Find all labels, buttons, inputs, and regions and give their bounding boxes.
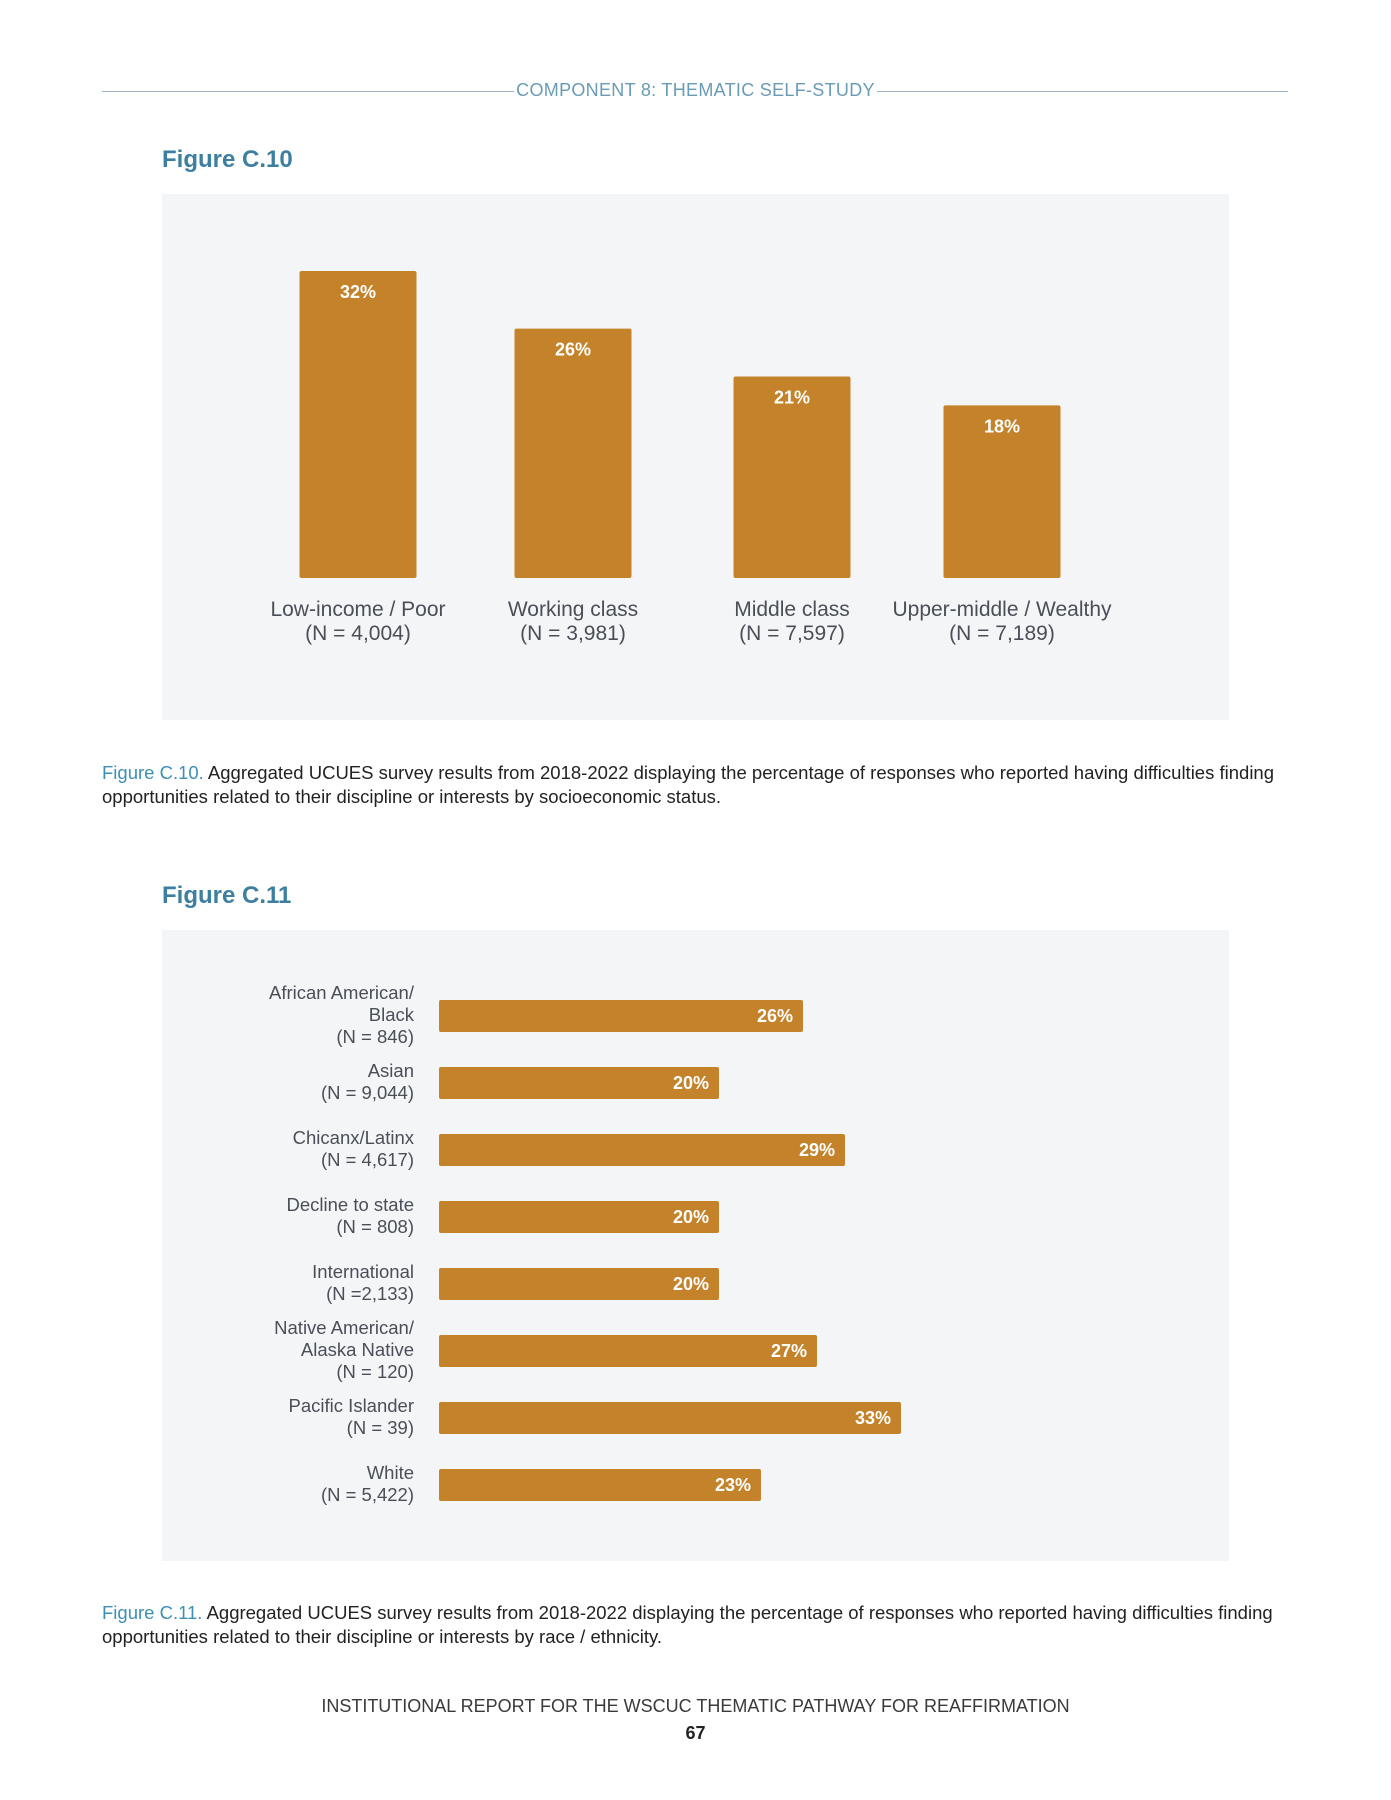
bar-c11-value-label: 20% — [673, 1207, 709, 1227]
figure-c10-caption-lead: Figure C.10. — [102, 762, 204, 783]
figure-c11-caption-text: Aggregated UCUES survey results from 201… — [102, 1602, 1273, 1647]
figure-c11-chart-panel: 26% African American/Black (N = 846) 20% Asi… — [162, 930, 1229, 1561]
category-label-c11: White — [367, 1462, 414, 1483]
header-rule-left — [102, 91, 514, 92]
bar-c11 — [439, 1268, 719, 1300]
category-label-c10: Middle class — [734, 598, 850, 621]
category-label-c11: (N = 846) — [336, 1026, 414, 1047]
figure-c11-caption: Figure C.11. Aggregated UCUES survey res… — [102, 1601, 1292, 1649]
bar-c10 — [514, 328, 632, 578]
bar-c10-value-label: 32% — [340, 282, 376, 302]
bar-c10-value-label: 18% — [984, 416, 1020, 436]
figure-c11-caption-lead: Figure C.11. — [102, 1602, 203, 1623]
category-label-c11: Decline to state — [286, 1194, 414, 1215]
figure-c10-chart-panel: 32% Low-income / Poor (N = 4,004) 26% Workin… — [162, 194, 1229, 720]
category-label-c11: (N = 5,422) — [321, 1484, 414, 1505]
bar-c10 — [299, 271, 417, 578]
category-label-c11: Pacific Islander — [289, 1395, 414, 1416]
category-label-c11: Native American/ — [274, 1317, 415, 1338]
bar-c11 — [439, 1402, 901, 1434]
bar-c11 — [439, 1000, 803, 1032]
category-label-c11: (N =2,133) — [326, 1283, 414, 1304]
category-label-c11: Asian — [368, 1060, 414, 1081]
bar-c11-value-label: 27% — [771, 1341, 807, 1361]
figure-c11-bar-chart: 26% African American/Black(N = 846) 20% Asi… — [269, 982, 901, 1505]
bar-c10-value-label: 21% — [774, 388, 810, 408]
category-label-c10: (N = 4,004) — [305, 622, 411, 645]
category-label-c11: (N = 120) — [336, 1361, 414, 1382]
category-label-c10: (N = 7,597) — [739, 622, 845, 645]
bar-c11-value-label: 20% — [673, 1274, 709, 1294]
bar-c11-value-label: 33% — [855, 1408, 891, 1428]
figure-c10-title: Figure C.10 — [162, 146, 293, 173]
category-label-c11: Alaska Native — [301, 1339, 414, 1360]
category-label-c10: Upper-middle / Wealthy — [892, 598, 1112, 621]
category-label-c11: (N = 808) — [336, 1216, 414, 1237]
bar-c11-value-label: 26% — [757, 1006, 793, 1026]
bar-c10 — [943, 405, 1061, 578]
category-label-c10: Working class — [508, 598, 638, 621]
category-label-c11: (N = 9,044) — [321, 1082, 414, 1103]
category-label-c11: International — [312, 1261, 414, 1282]
bar-c11 — [439, 1201, 719, 1233]
bar-c10 — [733, 376, 851, 578]
figure-c11-title: Figure C.11 — [162, 882, 292, 909]
bar-c11 — [439, 1335, 817, 1367]
bar-c10-value-label: 26% — [555, 340, 591, 360]
category-label-c10: (N = 7,189) — [949, 622, 1055, 645]
header-rule-right — [877, 91, 1288, 92]
bar-c11 — [439, 1469, 761, 1501]
category-label-c11: Black — [369, 1004, 415, 1025]
bar-c11-value-label: 23% — [715, 1475, 751, 1495]
bar-c11 — [439, 1067, 719, 1099]
category-label-c11: (N = 39) — [347, 1417, 414, 1438]
category-label-c11: African American/ — [269, 982, 415, 1003]
bar-c11-value-label: 29% — [799, 1140, 835, 1160]
figure-c10-caption-text: Aggregated UCUES survey results from 201… — [102, 762, 1275, 807]
page-number: 67 — [685, 1723, 706, 1743]
category-label-c10: Low-income / Poor — [270, 598, 445, 621]
running-footer: INSTITUTIONAL REPORT FOR THE WSCUC THEMA… — [321, 1696, 1070, 1716]
category-label-c11: (N = 4,617) — [321, 1149, 414, 1170]
figure-c10-bar-chart: 32% Low-income / Poor(N = 4,004) 26% Workin… — [270, 271, 1112, 645]
category-label-c11: Chicanx/Latinx — [293, 1127, 415, 1148]
figure-c10-caption: Figure C.10. Aggregated UCUES survey res… — [102, 761, 1292, 809]
category-label-c10: (N = 3,981) — [520, 622, 626, 645]
bar-c11-value-label: 20% — [673, 1073, 709, 1093]
bar-c11 — [439, 1134, 845, 1166]
running-header: COMPONENT 8: THEMATIC SELF-STUDY — [516, 80, 875, 100]
